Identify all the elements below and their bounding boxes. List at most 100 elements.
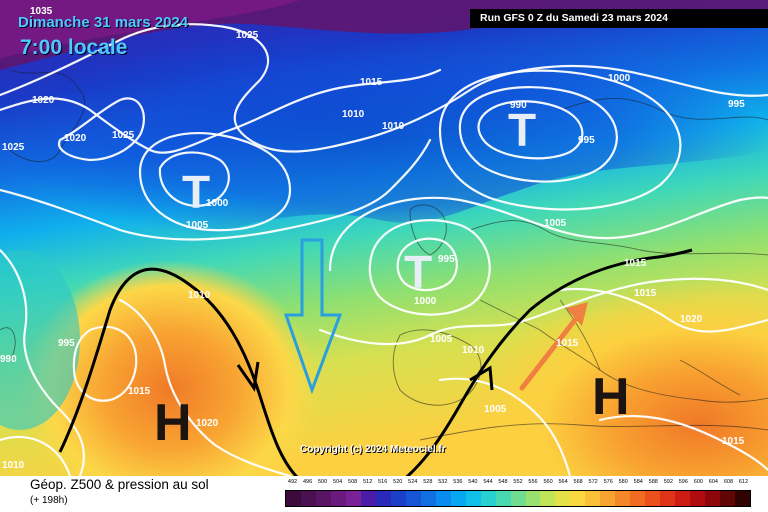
scale-color-swatch <box>495 491 511 506</box>
isobar-label: 1025 <box>112 130 135 141</box>
legend-panel: Géop. Z500 & pression au sol (+ 198h) 49… <box>0 476 768 512</box>
scale-value-label: 560 <box>543 479 553 485</box>
scale-value-label: 524 <box>408 479 418 485</box>
scale-color-swatch <box>540 491 556 506</box>
isobar-label: 995 <box>438 254 455 265</box>
scale-color-swatch <box>720 491 736 506</box>
scale-value-label: 516 <box>378 479 388 485</box>
scale-color-swatch <box>345 491 361 506</box>
isobar-label: 1020 <box>680 314 703 325</box>
scale-value-label: 580 <box>618 479 628 485</box>
forecast-map: T T T H H 1035 1025 1020 1025 1020 1015 … <box>0 0 768 476</box>
low-pressure-symbol: T <box>182 166 210 218</box>
scale-value-label: 592 <box>663 479 673 485</box>
isobar-label: 1010 <box>2 460 25 471</box>
scale-color-swatch <box>570 491 586 506</box>
scale-value-label: 548 <box>498 479 508 485</box>
scale-color-swatch <box>525 491 541 506</box>
scale-color-swatch <box>450 491 466 506</box>
forecast-date: Dimanche 31 mars 2024 <box>18 14 189 31</box>
isobar-label: 1010 <box>382 121 405 132</box>
scale-value-label: 544 <box>483 479 493 485</box>
isobar-label: 1015 <box>128 386 151 397</box>
low-pressure-symbol: T <box>404 246 432 298</box>
high-pressure-symbol: H <box>154 394 192 452</box>
scale-color-swatch <box>286 491 301 506</box>
scale-color-swatch <box>315 491 331 506</box>
scale-value-label: 532 <box>438 479 448 485</box>
scale-color-swatch <box>390 491 406 506</box>
scale-color-swatch <box>360 491 376 506</box>
scale-value-label: 572 <box>588 479 598 485</box>
high-pressure-symbol: H <box>592 368 630 426</box>
scale-value-label: 528 <box>423 479 433 485</box>
circulation-line <box>58 248 693 476</box>
isobar-label: 1015 <box>360 77 383 88</box>
scale-color-swatch <box>555 491 571 506</box>
isobar-label: 1005 <box>186 220 209 231</box>
front-arrow-mark-right <box>469 365 494 391</box>
isobar-label: 1025 <box>236 30 259 41</box>
scale-color-swatch <box>420 491 436 506</box>
scale-color-swatch <box>630 491 646 506</box>
scale-value-label: 500 <box>317 479 328 485</box>
scale-value-label: 584 <box>633 479 643 485</box>
scale-value-label: 508 <box>348 479 358 485</box>
isobar-label: 1005 <box>544 218 567 229</box>
isobar-label: 1010 <box>342 109 365 120</box>
isobar-label: 1020 <box>32 95 55 106</box>
scale-value-label: 552 <box>513 479 523 485</box>
scale-value-label: 556 <box>528 479 538 485</box>
isobar-label: 990 <box>510 100 527 111</box>
scale-value-label: 504 <box>333 479 343 485</box>
color-scale-bar <box>285 490 751 507</box>
scale-color-swatch <box>405 491 421 506</box>
isobar-labels: 1035 1025 1020 1025 1020 1015 1010 1010 … <box>0 6 745 471</box>
scale-value-label: 512 <box>363 479 373 485</box>
isobar-label: 995 <box>728 99 745 110</box>
scale-color-swatch <box>615 491 631 506</box>
model-run-banner: Run GFS 0 Z du Samedi 23 mars 2024 <box>470 9 768 28</box>
cold-flow-arrow <box>283 238 343 395</box>
scale-value-label: 536 <box>453 479 463 485</box>
isobar-label: 1015 <box>624 258 647 269</box>
isobar-label: 1010 <box>188 290 211 301</box>
scale-value-label: 540 <box>468 479 478 485</box>
isobar-label: 1015 <box>556 338 579 349</box>
isobar-label: 1010 <box>462 345 485 356</box>
isobar-label: 1015 <box>634 288 657 299</box>
isobar-label: 990 <box>0 354 17 365</box>
scale-value-label: 596 <box>678 479 688 485</box>
scale-color-swatch <box>465 491 481 506</box>
field-title: Géop. Z500 & pression au sol <box>30 477 209 492</box>
scale-color-swatch <box>675 491 691 506</box>
scale-value-label: 612 <box>738 479 749 485</box>
scale-color-swatch <box>510 491 526 506</box>
scale-value-label: 492 <box>287 479 298 485</box>
scale-value-label: 588 <box>648 479 658 485</box>
scale-color-swatch <box>690 491 706 506</box>
scale-value-label: 604 <box>708 479 718 485</box>
isobar-label: 1015 <box>722 436 745 447</box>
scale-value-label: 496 <box>302 479 313 485</box>
scale-color-swatch <box>300 491 316 506</box>
isobar-label: 995 <box>58 338 75 349</box>
low-pressure-symbol: T <box>508 104 536 156</box>
forecast-hour: (+ 198h) <box>30 495 68 506</box>
isobar-label: 1005 <box>430 334 453 345</box>
forecast-time: 7:00 locale <box>20 36 128 59</box>
scale-color-swatch <box>660 491 676 506</box>
isobar-label: 1000 <box>608 73 631 84</box>
color-scale-labels: 492 496 500 504 508 512 516 520 524 528 532 536 540 5… <box>285 479 751 485</box>
scale-color-swatch <box>705 491 721 506</box>
scale-color-swatch <box>375 491 391 506</box>
scale-color-swatch <box>645 491 661 506</box>
scale-value-label: 576 <box>603 479 613 485</box>
scale-value-label: 520 <box>393 479 403 485</box>
scale-color-swatch <box>585 491 601 506</box>
isobar-label: 1025 <box>2 142 25 153</box>
copyright-notice: Copyright (c) 2024 Meteociel.fr <box>300 444 446 455</box>
scale-value-label: 608 <box>723 479 734 485</box>
isobar-label: 1000 <box>414 296 437 307</box>
